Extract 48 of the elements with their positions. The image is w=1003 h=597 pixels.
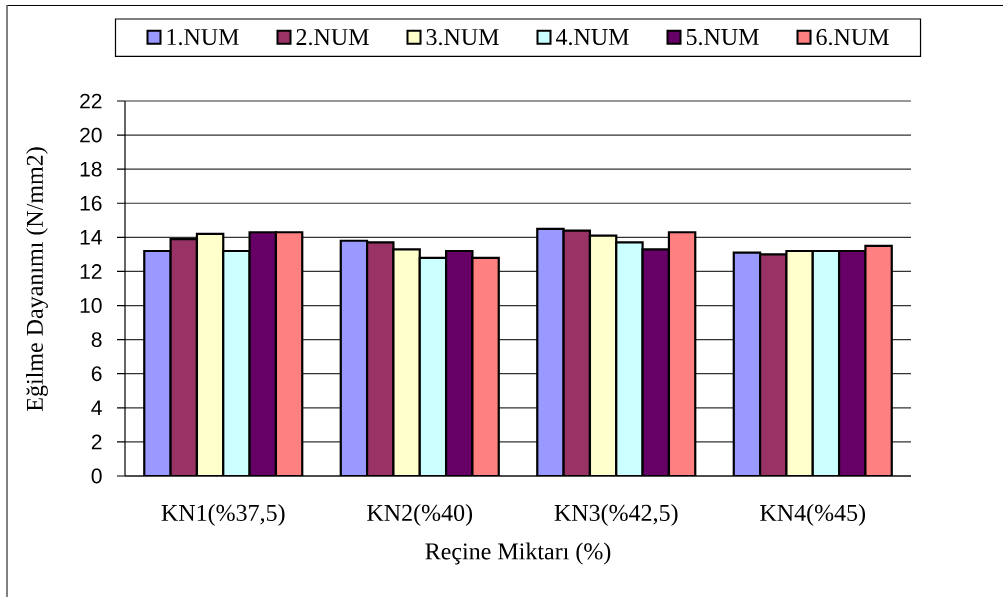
- bar: [339, 239, 369, 476]
- legend-label: 6.NUM: [816, 29, 889, 46]
- y-tick-label: 16: [80, 195, 102, 211]
- legend-label: 4.NUM: [555, 29, 629, 46]
- y-tick-label: 18: [80, 161, 102, 177]
- x-tick-label: KN4(%45): [760, 504, 866, 526]
- y-tick-label: 12: [80, 264, 102, 279]
- bar: [222, 249, 251, 476]
- y-tick-label: 14: [80, 230, 102, 245]
- x-tick-label: KN3(%42,5): [554, 504, 678, 526]
- legend-label: 2.NUM: [296, 29, 369, 46]
- bar: [248, 231, 278, 476]
- bar: [811, 249, 841, 476]
- bar: [641, 248, 671, 476]
- x-tick-label: KN2(%40): [367, 504, 473, 526]
- bar: [536, 227, 565, 476]
- y-tick-label: 6: [91, 366, 102, 382]
- bar: [274, 231, 304, 476]
- bar: [837, 249, 867, 476]
- y-tick-label: 2: [91, 434, 102, 450]
- bar: [732, 251, 762, 476]
- y-tick-label: 10: [80, 298, 102, 313]
- bar: [471, 256, 500, 476]
- bar: [444, 249, 474, 476]
- bar: [392, 248, 421, 476]
- y-tick-label: 20: [80, 127, 102, 143]
- bar: [366, 241, 395, 476]
- bar: [667, 231, 697, 476]
- bar: [588, 234, 618, 476]
- bar: [195, 232, 225, 476]
- bar: [864, 244, 893, 476]
- legend-label: 3.NUM: [426, 29, 499, 46]
- legend-label: 1.NUM: [167, 29, 239, 46]
- y-tick-label: 4: [91, 400, 102, 416]
- bar: [143, 249, 172, 476]
- bar: [759, 253, 788, 476]
- bar: [785, 249, 814, 476]
- bar: [562, 229, 592, 476]
- legend-label: 5.NUM: [686, 29, 759, 46]
- y-tick-label: 8: [91, 332, 102, 348]
- y-tick-label: 0: [91, 468, 102, 484]
- x-tick-label: KN1(%37,5): [161, 504, 285, 526]
- bar: [418, 256, 448, 476]
- bar: [169, 237, 199, 476]
- x-axis-title: Reçine Miktarı (%): [425, 542, 611, 565]
- bar: [615, 241, 644, 476]
- y-axis-title: Eğilme Dayanımı (N/mm2): [26, 147, 48, 411]
- y-tick-label: 22: [80, 93, 102, 109]
